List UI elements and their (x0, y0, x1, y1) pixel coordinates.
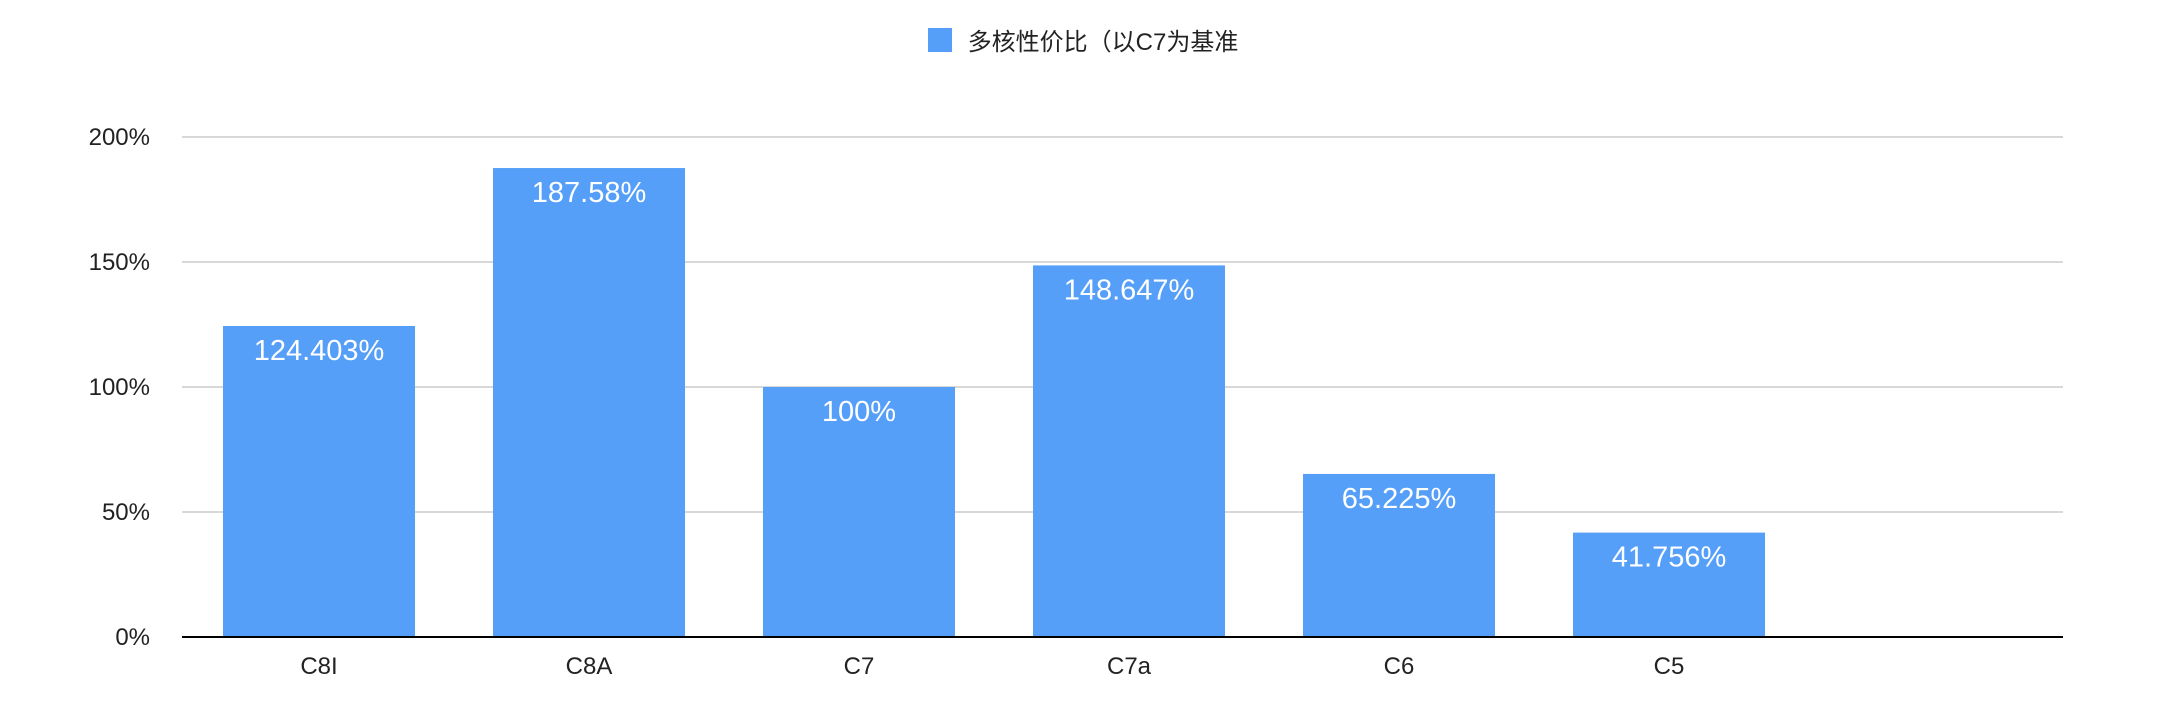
bar-data-label: 41.756% (1612, 542, 1727, 574)
legend: 多核性价比（以C7为基准 (0, 22, 2166, 57)
x-tick-label: C7a (1107, 653, 1152, 680)
bar (493, 168, 685, 638)
legend-swatch (927, 27, 952, 52)
bar-data-label: 124.403% (254, 335, 385, 367)
x-tick-label: C8I (300, 653, 337, 680)
x-axis-tick-labels: C8I C8A C7 C7a C6 C5 (300, 653, 1684, 680)
bar-data-label: 100% (822, 396, 896, 428)
bar-data-label: 65.225% (1342, 483, 1457, 515)
bar (1303, 473, 1495, 637)
bar (1573, 532, 1765, 637)
y-tick-label: 0% (115, 624, 150, 651)
x-tick-label: C7 (844, 653, 875, 680)
x-tick-label: C5 (1654, 653, 1685, 680)
bar-data-label: 187.58% (532, 177, 647, 209)
x-tick-label: C8A (566, 653, 613, 680)
x-tick-label: C6 (1384, 653, 1415, 680)
legend-label: 多核性价比（以C7为基准 (967, 29, 1239, 56)
bar (763, 387, 955, 637)
y-tick-label: 200% (89, 124, 150, 151)
bars: 124.403% 187.58% 100% 148.647% 65.225% 41.756… (223, 168, 1765, 638)
bar-data-label: 148.647% (1064, 274, 1195, 306)
bar (1033, 265, 1225, 637)
y-tick-label: 50% (102, 499, 150, 526)
y-tick-label: 150% (89, 249, 150, 276)
bar (223, 325, 415, 637)
y-tick-label: 100% (89, 374, 150, 401)
y-axis-tick-labels: 0% 50% 100% 150% 200% (89, 124, 150, 651)
